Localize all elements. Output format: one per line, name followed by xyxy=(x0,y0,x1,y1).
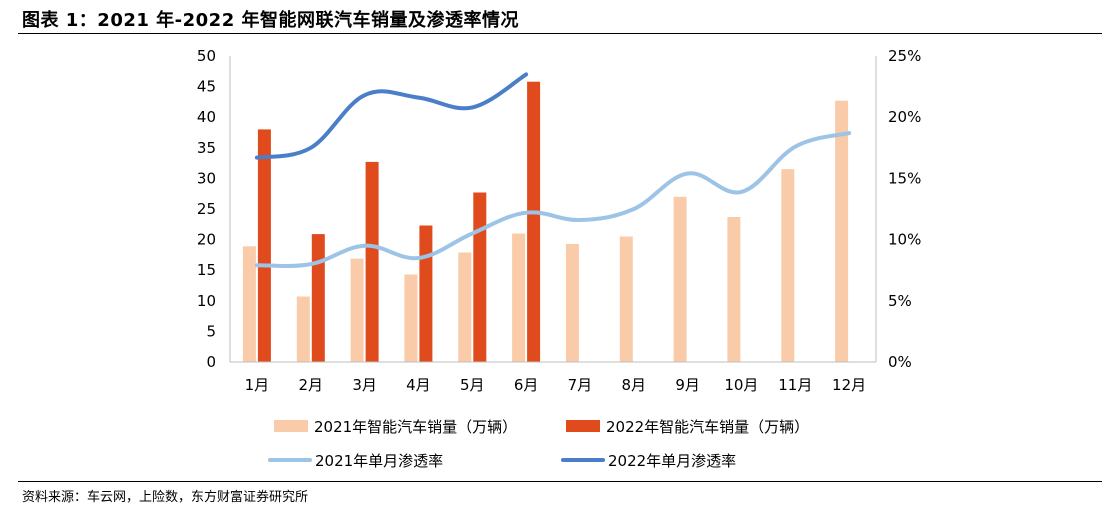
bar-2021-10 xyxy=(727,217,741,362)
bar-2021-7 xyxy=(565,243,579,362)
legend-2021-sales-swatch xyxy=(274,420,308,432)
bar-2021-9 xyxy=(673,196,687,362)
legend-2022-sales-swatch xyxy=(566,420,600,432)
line-2022-penetration xyxy=(254,72,529,160)
line-2021-penetration xyxy=(254,131,852,268)
y-right-tick-label: 15% xyxy=(888,169,921,187)
x-tick-label: 9月 xyxy=(675,376,700,394)
bar-2021-5 xyxy=(458,252,472,362)
legend-2022-penetration-label: 2022年单月渗透率 xyxy=(608,452,736,470)
y-left-tick-label: 40 xyxy=(197,108,216,126)
bars-group xyxy=(242,81,849,362)
bar-2022-3 xyxy=(365,161,379,362)
x-tick-label: 7月 xyxy=(568,376,593,394)
y-left-tick-label: 10 xyxy=(197,292,216,310)
y-right-tick-label: 20% xyxy=(888,108,921,126)
bar-2021-2 xyxy=(296,296,310,362)
x-tick-label: 8月 xyxy=(622,376,647,394)
y-left-tick-label: 25 xyxy=(197,200,216,218)
bar-2022-1 xyxy=(257,129,271,362)
bar-2021-3 xyxy=(350,258,364,362)
bar-2022-6 xyxy=(527,81,541,362)
legend-2021-penetration-label: 2021年单月渗透率 xyxy=(315,452,443,470)
top-rule xyxy=(18,33,1102,34)
legend-group: 2021年智能汽车销量（万辆） 2022年智能汽车销量（万辆） 2021年单月渗透率… xyxy=(268,418,809,470)
x-tick-label: 6月 xyxy=(514,376,539,394)
x-tick-label: 3月 xyxy=(352,376,377,394)
x-tick-label: 11月 xyxy=(778,376,812,394)
y-left-tick-label: 15 xyxy=(197,261,216,279)
y-right-tick-label: 0% xyxy=(888,353,912,371)
legend-2022-sales-label: 2022年智能汽车销量（万辆） xyxy=(606,418,809,436)
x-tick-label: 10月 xyxy=(724,376,758,394)
y-left-tick-label: 35 xyxy=(197,139,216,157)
bar-2021-1 xyxy=(242,246,256,362)
y-left-tick-label: 30 xyxy=(197,169,216,187)
bar-2021-8 xyxy=(619,236,633,362)
y-left-tick-label: 0 xyxy=(206,353,216,371)
legend-2021-sales-label: 2021年智能汽车销量（万辆） xyxy=(314,418,517,436)
bar-2022-5 xyxy=(473,192,487,362)
bottom-rule xyxy=(18,481,1102,482)
y-left-tick-label: 20 xyxy=(197,231,216,249)
x-tick-label: 2月 xyxy=(299,376,324,394)
x-tick-label: 5月 xyxy=(460,376,485,394)
bar-2022-4 xyxy=(419,225,433,362)
y-right-tick-label: 10% xyxy=(888,231,921,249)
x-tick-label: 1月 xyxy=(245,376,270,394)
x-tick-label: 4月 xyxy=(406,376,431,394)
source-note: 资料来源：车云网，上险数，东方财富证券研究所 xyxy=(22,490,309,505)
y-right-tick-label: 25% xyxy=(888,47,921,65)
y-right-tick-label: 5% xyxy=(888,292,912,310)
bar-2021-6 xyxy=(512,233,526,362)
bar-2021-11 xyxy=(781,169,795,362)
x-tick-label: 12月 xyxy=(832,376,866,394)
lines-group xyxy=(254,72,852,268)
bar-2021-4 xyxy=(404,274,418,362)
axes-group: 0 5 10 15 20 25 30 35 40 45 50 0% 5% 10% 15% 20% 25% 1月 2月… xyxy=(197,47,921,394)
bar-2021-12 xyxy=(835,100,849,362)
y-left-tick-label: 45 xyxy=(197,78,216,96)
y-left-tick-label: 5 xyxy=(206,322,216,340)
y-left-tick-label: 50 xyxy=(197,47,216,65)
bar-2022-2 xyxy=(311,234,325,362)
chart-title: 图表 1：2021 年-2022 年智能网联汽车销量及渗透率情况 xyxy=(22,10,519,31)
